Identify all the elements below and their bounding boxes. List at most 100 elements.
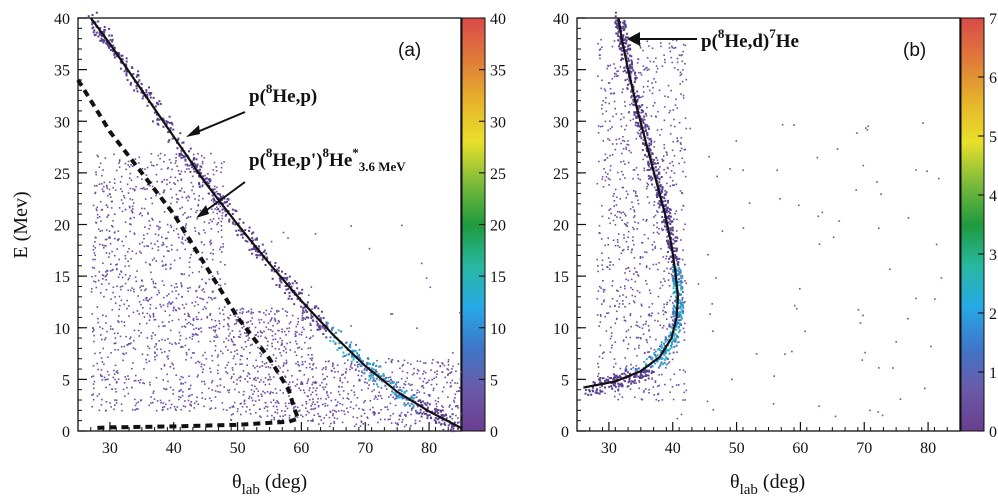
event-point: [390, 361, 393, 364]
event-point: [118, 159, 121, 161]
event-point: [660, 247, 662, 250]
event-point: [132, 311, 135, 314]
event-point: [117, 372, 119, 374]
event-point: [226, 372, 229, 374]
event-point: [630, 363, 632, 366]
event-point: [100, 39, 103, 42]
y-tick-label: 30: [553, 114, 569, 131]
event-point: [652, 86, 654, 89]
y-tick-label: 40: [54, 11, 70, 28]
event-point: [310, 286, 313, 288]
event-point: [214, 319, 217, 322]
event-point: [131, 212, 134, 214]
event-point: [402, 363, 405, 366]
event-point: [269, 329, 272, 331]
event-point: [174, 176, 177, 179]
event-point: [163, 211, 166, 213]
event-point: [601, 215, 604, 218]
event-point: [630, 59, 633, 62]
event-point: [609, 337, 612, 340]
event-point: [301, 404, 304, 407]
y-tick-label: 5: [561, 372, 569, 389]
event-point: [248, 229, 250, 232]
event-point: [648, 177, 651, 180]
event-point: [234, 350, 236, 353]
event-point: [254, 334, 257, 337]
event-point: [146, 166, 149, 169]
event-point: [157, 234, 160, 236]
event-point: [135, 252, 138, 255]
event-point: [628, 54, 631, 57]
event-point: [311, 315, 314, 318]
event-point: [609, 92, 612, 95]
event-point: [415, 396, 418, 398]
event-point: [202, 197, 204, 200]
event-point: [638, 125, 641, 128]
event-point: [430, 417, 432, 420]
event-point: [153, 351, 156, 354]
event-point: [434, 399, 437, 402]
event-point: [180, 149, 183, 152]
event-point: [384, 361, 387, 364]
event-point: [411, 409, 413, 411]
event-point: [105, 229, 108, 231]
event-point: [100, 220, 102, 222]
event-point: [667, 362, 669, 365]
event-point: [147, 245, 150, 248]
event-point: [317, 405, 320, 408]
event-point: [675, 328, 677, 331]
event-point: [642, 86, 645, 88]
event-point: [258, 408, 261, 411]
event-point: [126, 299, 128, 302]
event-point: [359, 358, 362, 361]
event-point: [682, 50, 684, 53]
event-point: [167, 121, 169, 124]
event-point: [405, 414, 407, 416]
event-point: [632, 366, 635, 369]
event-point: [456, 427, 459, 430]
event-point: [607, 257, 610, 259]
event-point: [140, 91, 143, 94]
event-point: [399, 414, 402, 416]
event-point: [221, 309, 224, 311]
event-point: [150, 153, 153, 155]
event-point: [272, 405, 275, 408]
event-point: [640, 109, 643, 111]
event-point: [679, 282, 682, 285]
event-point: [679, 271, 682, 274]
event-point: [656, 67, 659, 70]
event-point: [669, 223, 672, 225]
event-point: [711, 303, 713, 305]
event-point: [674, 295, 677, 298]
event-point: [246, 406, 248, 408]
event-point: [214, 390, 217, 392]
event-point: [653, 162, 656, 165]
event-point: [689, 127, 692, 130]
event-point: [680, 276, 682, 278]
event-point: [647, 183, 650, 186]
event-point: [94, 236, 97, 239]
event-point: [105, 238, 108, 241]
event-point: [654, 381, 657, 384]
event-point: [120, 61, 123, 64]
event-point: [650, 115, 653, 117]
event-point: [654, 102, 656, 104]
event-point: [646, 150, 648, 152]
event-point: [605, 378, 608, 381]
event-point: [685, 127, 688, 130]
event-point: [622, 339, 625, 341]
event-point: [617, 233, 620, 235]
event-point: [180, 241, 183, 244]
event-point: [209, 239, 212, 242]
event-point: [106, 273, 108, 276]
event-point: [104, 157, 107, 159]
event-point: [294, 331, 297, 333]
event-point: [162, 325, 165, 327]
event-point: [275, 284, 278, 286]
event-point: [111, 38, 114, 41]
event-point: [139, 379, 142, 381]
event-point: [459, 421, 462, 424]
event-point: [178, 236, 180, 239]
event-point: [441, 409, 444, 412]
event-point: [102, 278, 104, 280]
